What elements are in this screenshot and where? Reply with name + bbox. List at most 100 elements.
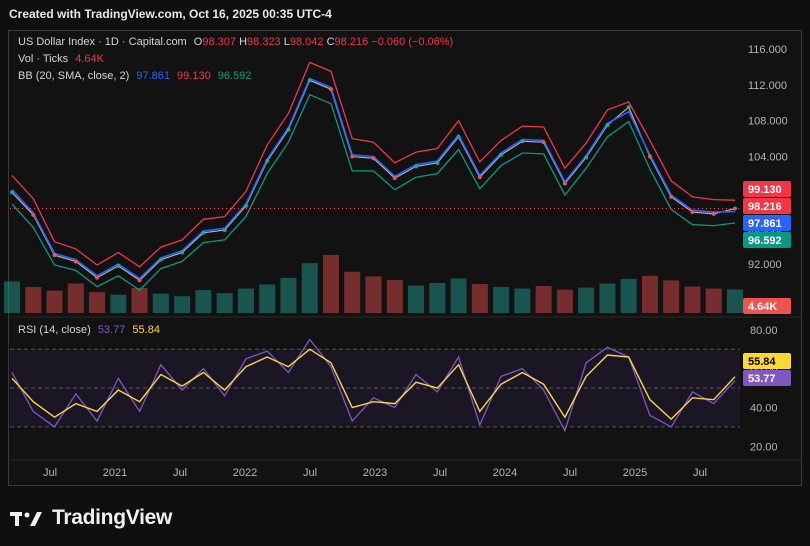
close-point: [669, 194, 674, 199]
volume-bar: [365, 276, 382, 313]
rsi-axis-tick-label: 40.00: [750, 402, 778, 414]
close-point: [265, 159, 270, 164]
close-point: [584, 155, 589, 160]
price-series-close: [11, 79, 736, 282]
time-axis-tick-label: 2022: [233, 467, 257, 479]
close-point: [477, 175, 482, 180]
close-point: [392, 176, 397, 181]
rsi-axis-tick-label: 20.00: [750, 441, 778, 453]
close-point: [562, 181, 567, 186]
close-point: [647, 154, 652, 159]
close-point: [350, 154, 355, 159]
bb-legend[interactable]: BB (20, SMA, close, 2) 97.861 99.130 96.…: [18, 70, 255, 82]
volume-bar: [4, 281, 20, 313]
time-axis-tick-label: 2021: [103, 467, 127, 479]
close-point: [222, 228, 227, 233]
volume-bar: [514, 288, 531, 313]
badge-close-bg: [743, 198, 791, 214]
close-label: C: [326, 36, 335, 48]
volume-bar: [620, 278, 637, 313]
close-point: [73, 259, 78, 264]
open-label: O: [193, 36, 203, 48]
close-point: [307, 78, 312, 83]
low-label: L: [283, 36, 290, 48]
close-point: [95, 275, 100, 280]
time-axis-tick-label: 2023: [363, 467, 387, 479]
low-value: 98.042: [289, 36, 324, 48]
volume-bar: [195, 290, 212, 313]
close-point: [541, 140, 546, 145]
rsi-series-rsi: [11, 338, 736, 433]
time-axis-tick-label: Jul: [693, 467, 707, 479]
badge-volume-bg: [743, 298, 791, 314]
volume-label[interactable]: Vol · Ticks: [18, 53, 69, 65]
volume-bar: [174, 296, 191, 313]
change-value: −0.060 (−0.06%): [371, 36, 454, 48]
badge-rsi-bg: [743, 370, 791, 386]
volume-bar: [344, 271, 361, 313]
volume-bar: [450, 278, 467, 313]
badge-rsi: 53.77: [748, 373, 776, 385]
bb-lower-value: 96.592: [217, 70, 252, 82]
price-axis-tick-label: 92.000: [748, 259, 782, 271]
price-axis-tick-label: 116.000: [748, 44, 787, 56]
badge-close: 98.216: [748, 201, 782, 213]
close-point: [456, 134, 461, 139]
rsi-value: 53.77: [97, 324, 126, 336]
volume-bar: [301, 263, 318, 313]
volume-bar: [408, 285, 425, 313]
close-point: [243, 203, 248, 208]
close-point: [116, 263, 121, 268]
rsi-legend[interactable]: RSI (14, close) 53.77 55.84: [18, 324, 164, 336]
close-point: [435, 160, 440, 165]
close-point: [31, 212, 36, 217]
badge-bb-basis: 97.861: [748, 218, 782, 230]
volume-bar: [705, 288, 722, 313]
bb-basis-value: 97.861: [136, 70, 170, 82]
close-value: 98.216: [334, 36, 369, 48]
price-axis-tick-label: 108.000: [748, 116, 788, 128]
close-point: [690, 210, 695, 215]
tradingview-logo-icon: [10, 512, 42, 526]
rsi-series-rsi-ma: [11, 348, 736, 421]
close-point: [137, 278, 142, 283]
symbol-legend[interactable]: US Dollar Index · 1D · Capital.com O98.3…: [18, 36, 457, 48]
tradingview-brand: TradingView: [52, 506, 173, 529]
close-point: [201, 230, 206, 235]
close-point: [328, 87, 333, 92]
volume-bar: [386, 279, 403, 313]
volume-bar: [89, 292, 106, 313]
volume-bar: [663, 280, 680, 313]
volume-legend[interactable]: Vol · Ticks 4.64K: [18, 53, 108, 65]
volume-bar: [556, 289, 573, 313]
volume-bar: [237, 288, 254, 313]
badge-volume: 4.64K: [748, 301, 777, 313]
high-label: H: [239, 36, 248, 48]
price-axis-tick-label: 112.000: [748, 80, 787, 92]
badge-bb-basis-bg: [743, 215, 791, 231]
close-point: [10, 190, 14, 195]
price-series-lower: [11, 93, 736, 291]
price-series-upper: [11, 61, 736, 268]
close-point: [158, 257, 163, 262]
volume-bar: [46, 290, 63, 313]
bb-label[interactable]: BB (20, SMA, close, 2): [18, 70, 130, 82]
symbol-name[interactable]: US Dollar Index · 1D · Capital.com: [18, 36, 187, 48]
volume-bar: [429, 282, 446, 313]
badge-rsi-ma-bg: [743, 353, 791, 369]
badge-bb-upper-bg: [743, 181, 791, 197]
badge-rsi-ma: 55.84: [748, 356, 776, 368]
time-axis-tick-label: Jul: [43, 467, 57, 479]
close-point: [499, 152, 504, 157]
volume-bar: [25, 287, 42, 313]
volume-bar: [259, 284, 276, 313]
volume-bar: [216, 293, 233, 313]
close-point: [520, 139, 525, 144]
volume-bar: [67, 283, 84, 313]
rsi-label[interactable]: RSI (14, close): [18, 324, 91, 336]
volume-bar: [471, 284, 488, 313]
time-axis-tick-label: Jul: [433, 467, 447, 479]
volume-bar: [578, 287, 595, 313]
price-axis-tick-label: 104.000: [748, 152, 788, 164]
